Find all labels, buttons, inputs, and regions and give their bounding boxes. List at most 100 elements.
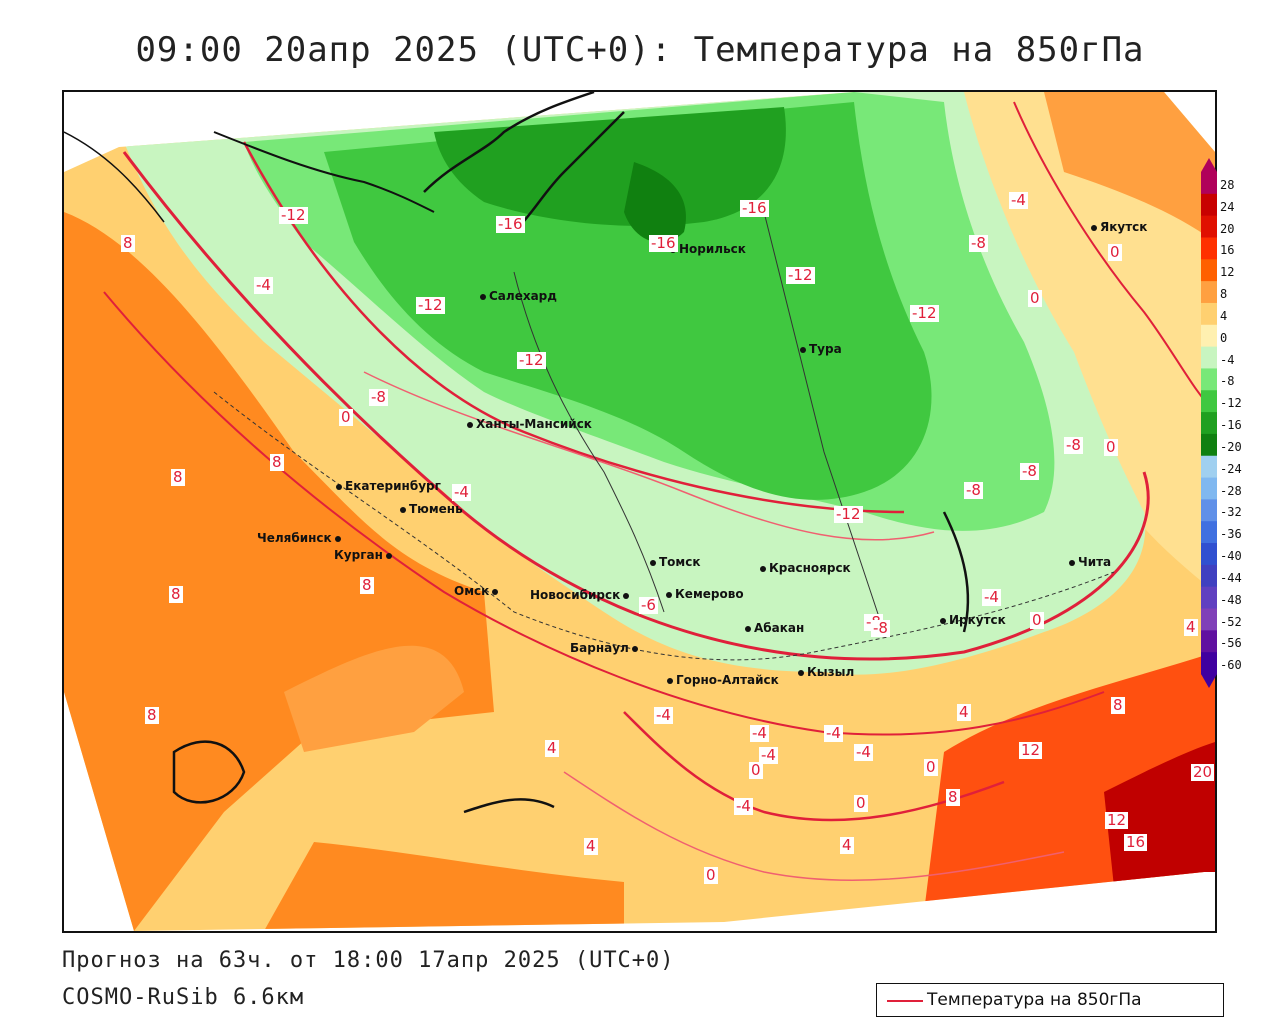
colorbar-tick-label: 8 [1220,287,1228,302]
city-marker-icon [760,565,766,572]
contour-label: 0 [339,408,353,426]
colorbar-tick-label: -12 [1220,396,1242,411]
contour-label: -4 [734,797,753,815]
colorbar-tick-label: -28 [1220,483,1242,498]
contour-label: -8 [369,388,388,406]
city-marker-icon [400,506,406,513]
colorbar-tick-label: -36 [1220,527,1242,542]
colorbar-swatch [1201,630,1217,653]
contour-label: 8 [145,706,159,724]
colorbar-swatch [1201,302,1217,326]
contour-label: -8 [1064,436,1083,454]
colorbar-swatch [1201,193,1217,217]
contour-label: -4 [452,483,471,501]
contour-label: -12 [279,206,308,224]
colorbar-swatch [1201,215,1217,238]
city-marker-icon [492,588,499,595]
contour-label: -8 [1020,462,1039,480]
colorbar-tick-label: -16 [1220,418,1242,433]
colorbar-swatch [1201,455,1217,479]
colorbar-tick-label: -4 [1220,352,1235,367]
contour-label: 0 [1104,438,1118,456]
contour-label: 0 [749,761,763,779]
colorbar-tick-label: 24 [1220,199,1235,214]
colorbar-swatch [1201,390,1217,413]
field-cold-deep [324,102,932,500]
city-marker-icon [385,552,392,559]
city-kemerovo: Кемерово [666,587,744,601]
colorbar-tick-label: -52 [1220,614,1242,629]
city-marker-icon [745,625,751,632]
contour-label: -12 [834,505,863,523]
contour-label: -16 [740,199,769,217]
colorbar-tick-label: -8 [1220,374,1235,389]
map-canvas [64,92,1215,931]
colorbar-tick-label: 16 [1220,243,1235,258]
city-marker-icon [1091,224,1097,231]
colorbar-swatch [1201,368,1217,391]
contour-label: 0 [1108,243,1122,261]
city-gorno-altaysk: Горно-Алтайск [667,673,779,687]
city-salekhard: Салехард [480,289,557,303]
city-marker-icon [336,483,342,490]
contour-label: 4 [957,703,971,721]
city-omsk: Омск [454,584,501,598]
contour-label: 20 [1191,763,1215,781]
city-krasnoyarsk: Красноярск [760,561,851,575]
contour-label: -8 [964,481,983,499]
city-chita: Чита [1069,555,1111,569]
colorbar-swatch [1201,477,1217,500]
city-marker-icon [798,669,804,676]
colorbar-swatch [1201,281,1217,304]
colorbar-tick-label: 0 [1220,330,1228,345]
colorbar-swatch [1201,346,1217,369]
contour-label: 8 [270,453,284,471]
city-tura: Тура [800,342,842,356]
contour-label: 8 [121,234,135,252]
contour-label: -4 [854,743,873,761]
city-marker-icon [667,677,673,684]
city-yakutsk: Якутск [1091,220,1147,234]
temperature-map: Якутск Норильск Салехард Тура Ханты-Манс… [62,90,1217,933]
contour-label: -12 [416,296,445,314]
contour-label: -4 [824,724,843,742]
contour-label: 0 [924,758,938,776]
colorbar-swatch [1201,543,1217,566]
city-novosibirsk: Новосибирск [530,588,632,602]
city-tomsk: Томск [650,555,701,569]
colorbar-swatch [1201,586,1217,610]
contour-label: 8 [1111,696,1125,714]
colorbar-tick-label: -44 [1220,570,1242,585]
city-marker-icon [631,645,638,652]
colorbar-tick-label: -24 [1220,461,1242,476]
colorbar-swatch [1201,324,1217,348]
colorbar-tick-label: -40 [1220,549,1242,564]
city-irkutsk: Иркутск [940,613,1006,627]
contour-label: -8 [871,619,890,637]
colorbar-top-arrow-icon [1201,158,1217,172]
contour-label: 0 [704,866,718,884]
colorbar-swatch [1201,608,1217,631]
colorbar-swatch [1201,564,1217,588]
colorbar-swatch [1201,499,1217,522]
legend: Температура на 850гПа [876,983,1224,1017]
contour-label: -4 [654,706,673,724]
colorbar-swatch [1201,172,1217,195]
city-kyzyl: Кызыл [798,665,854,679]
colorbar-tick-label: 12 [1220,265,1235,280]
colorbar-swatch [1201,412,1217,435]
contour-label: -6 [639,596,658,614]
colorbar-tick-label: 4 [1220,308,1228,323]
city-tyumen: Тюмень [400,502,463,516]
contour-label: 0 [1028,289,1042,307]
colorbar-tick-label: -56 [1220,636,1242,651]
city-marker-icon [480,293,486,300]
contour-label: 4 [545,739,559,757]
contour-label: -4 [1009,191,1028,209]
contour-label: 8 [169,585,183,603]
city-marker-icon [800,346,806,353]
city-marker-icon [623,592,630,599]
city-khanty-mansiysk: Ханты-Мансийск [467,417,592,431]
contour-label: 0 [854,794,868,812]
city-norilsk: Норильск [670,242,746,256]
